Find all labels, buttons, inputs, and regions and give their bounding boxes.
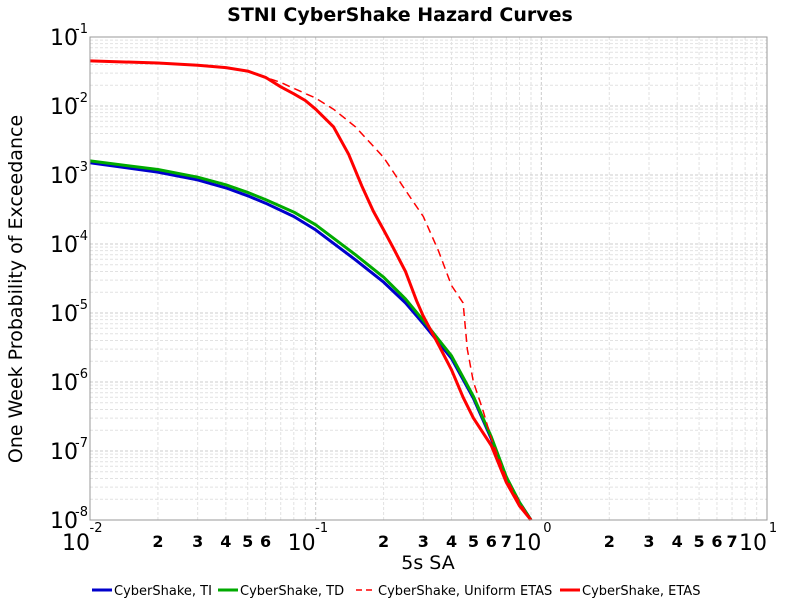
x-minor-tick-label: 6	[486, 532, 497, 551]
x-minor-tick-label: 3	[192, 532, 203, 551]
x-tick-label-base: 10	[288, 531, 316, 556]
y-tick-label-exponent: -7	[75, 436, 88, 451]
x-minor-tick-label: 6	[711, 532, 722, 551]
y-tick-label-base: 10	[50, 164, 78, 189]
y-axis-label: One Week Probability of Exceedance	[5, 115, 27, 463]
y-tick-label-exponent: -2	[75, 91, 88, 106]
y-tick-label-base: 10	[50, 26, 78, 51]
x-axis-label: 5s SA	[401, 552, 454, 574]
x-tick-label-base: 10	[62, 531, 90, 556]
x-tick-label-exponent: -2	[90, 521, 103, 536]
y-tick-label-base: 10	[50, 233, 78, 258]
x-minor-tick-label: 2	[152, 532, 163, 551]
x-tick-label-base: 10	[739, 531, 767, 556]
y-tick-label-base: 10	[50, 509, 78, 534]
plot-frame	[89, 36, 768, 521]
legend: CyberShake, TI CyberShake, TD CyberShake, …	[92, 584, 700, 599]
x-minor-tick-label: 4	[446, 532, 457, 551]
y-axis-ticks: 10-110-210-310-410-510-610-710-8	[50, 22, 88, 534]
series-line	[89, 60, 532, 521]
x-tick-label-exponent: 1	[769, 521, 777, 536]
x-minor-tick-label: 6	[260, 532, 271, 551]
y-tick-label-exponent: -3	[75, 160, 88, 175]
y-tick-label-exponent: -4	[75, 229, 88, 244]
x-minor-tick-label: 7	[501, 532, 512, 551]
x-minor-tick-label: 5	[468, 532, 479, 551]
y-tick-label-exponent: -6	[75, 367, 88, 382]
x-minor-tick-label: 2	[604, 532, 615, 551]
x-minor-tick-label: 2	[378, 532, 389, 551]
x-tick-label-exponent: -1	[315, 521, 328, 536]
series-line	[89, 59, 533, 521]
plot-area	[89, 36, 768, 521]
plot-background	[90, 37, 767, 520]
chart-title: STNI CyberShake Hazard Curves	[227, 4, 573, 26]
y-tick-label-exponent: -8	[75, 505, 88, 520]
x-minor-tick-label: 4	[220, 532, 231, 551]
x-minor-tick-label: 5	[693, 532, 704, 551]
x-minor-tick-label: 3	[643, 532, 654, 551]
x-minor-tick-label: 5	[242, 532, 253, 551]
y-tick-label-base: 10	[50, 440, 78, 465]
series-line	[89, 159, 533, 521]
legend-label: CyberShake, TI	[114, 584, 212, 599]
x-tick-label-base: 10	[513, 531, 541, 556]
x-minor-tick-label: 7	[726, 532, 737, 551]
y-tick-label-base: 10	[50, 371, 78, 396]
x-minor-tick-label: 4	[672, 532, 683, 551]
legend-label: CyberShake, Uniform ETAS	[378, 584, 552, 599]
series-layer	[89, 59, 533, 521]
y-tick-label-base: 10	[50, 95, 78, 120]
legend-label: CyberShake, TD	[240, 584, 344, 599]
y-tick-label-base: 10	[50, 302, 78, 327]
x-tick-label-exponent: 0	[543, 521, 551, 536]
y-tick-label-exponent: -5	[75, 298, 88, 313]
x-minor-tick-label: 3	[418, 532, 429, 551]
y-tick-label-exponent: -1	[75, 22, 88, 37]
legend-label: CyberShake, ETAS	[582, 584, 700, 599]
